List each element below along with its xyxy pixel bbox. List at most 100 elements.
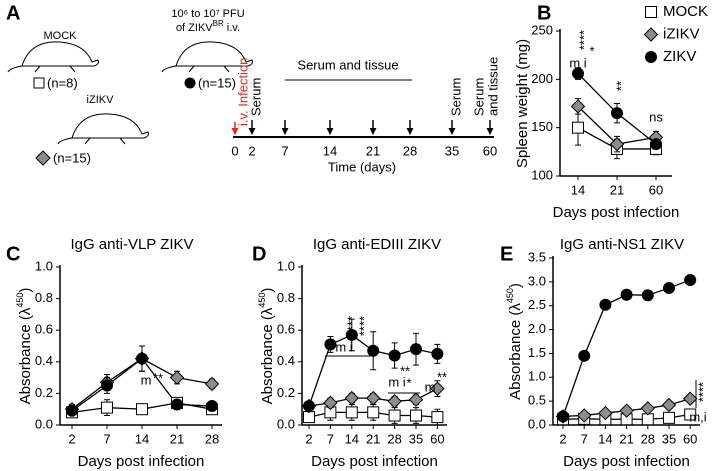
point — [345, 406, 358, 419]
point — [136, 352, 148, 365]
x-tick-label: 28 — [641, 431, 655, 446]
point — [572, 67, 584, 80]
x-axis-label: Days post infection — [553, 204, 680, 221]
arrow-head — [281, 128, 289, 135]
point — [431, 411, 444, 424]
label: i.v. Infection — [235, 58, 250, 126]
y-tick-label: 2.5 — [528, 297, 546, 312]
point — [619, 403, 634, 418]
point — [431, 347, 444, 360]
point — [663, 282, 675, 295]
y-axis-label: Absorbance (λ450) — [505, 283, 524, 400]
x-tick-label: 14 — [598, 431, 612, 446]
annotation: * — [406, 375, 411, 390]
x-tick-label: 35 — [409, 431, 423, 446]
label: of ZIKVBR i.v. — [176, 19, 240, 34]
y-tick-label: 0.8 — [35, 290, 53, 305]
y-axis-label-part: Spleen weight (mg) — [514, 39, 531, 168]
y-tick-label: 250 — [531, 22, 553, 37]
marker-icon — [35, 150, 51, 166]
x-tick-label: 7 — [103, 431, 110, 446]
x-axis-label: Days post infection — [563, 453, 690, 470]
y-tick-label: 0.4 — [277, 353, 295, 368]
y-tick-label: 1.0 — [528, 369, 546, 384]
point — [640, 401, 656, 416]
label: (n=15) — [198, 75, 236, 90]
mouse — [57, 113, 149, 145]
point — [682, 391, 698, 406]
x-tick-label: 21 — [619, 431, 633, 446]
y-tick-label: 2.0 — [528, 321, 546, 336]
panel-letter: E — [500, 243, 513, 265]
arrow-head — [326, 128, 334, 135]
x-tick-label: 28 — [205, 431, 219, 446]
x-tick-label: 2 — [559, 431, 566, 446]
label: Serum — [248, 78, 263, 116]
mouse — [7, 41, 99, 73]
legend-label: MOCK — [663, 3, 708, 20]
y-axis-label: Absorbance (λ450) — [15, 288, 34, 405]
y-tick-label: 0.0 — [35, 416, 53, 431]
marker-icon — [33, 77, 45, 89]
point — [303, 400, 315, 413]
point — [367, 406, 380, 419]
annotation: m i — [388, 374, 405, 389]
annotation: ** — [400, 363, 410, 378]
arrow-head — [231, 128, 239, 135]
marker-icon — [184, 77, 196, 89]
y-tick-label: 200 — [531, 71, 553, 86]
point — [598, 405, 613, 421]
point — [388, 409, 401, 422]
point — [101, 379, 113, 392]
annotation: ns — [649, 109, 663, 124]
point — [641, 289, 654, 302]
x-tick-label: 60 — [683, 431, 697, 446]
point — [171, 398, 183, 411]
point — [136, 403, 148, 416]
y-axis-label-part: Absorbance (λ — [259, 307, 276, 404]
y-tick-label: 1.0 — [277, 258, 295, 273]
mouse — [161, 41, 253, 73]
chart-title: IgG anti-EDIII ZIKV — [313, 236, 441, 253]
point — [367, 344, 380, 357]
point — [576, 408, 592, 423]
point — [684, 273, 697, 286]
point — [684, 408, 697, 421]
y-tick-label: 150 — [531, 119, 553, 134]
legend-label: iZIKV — [663, 25, 700, 42]
y-axis-label-part: ) — [507, 283, 524, 288]
y-axis-label-part: ) — [17, 288, 34, 293]
y-tick-label: 0.0 — [528, 416, 546, 431]
x-tick-label: 60 — [649, 182, 663, 197]
y-tick-label: 1.5 — [528, 345, 546, 360]
x-tick-label: 21 — [170, 431, 184, 446]
chart-title: IgG anti-NS1 ZIKV — [560, 236, 684, 253]
label: Serum — [471, 78, 486, 116]
annotation: m — [141, 372, 152, 387]
arrow-head — [406, 128, 414, 135]
arrow-head — [486, 128, 494, 135]
y-tick-label: 0.6 — [277, 322, 295, 337]
point — [410, 409, 422, 422]
annotation: m i — [569, 55, 586, 70]
timeline-day: 28 — [403, 143, 417, 158]
point — [645, 51, 657, 63]
y-tick-label: 0.0 — [277, 416, 295, 431]
y-tick-label: 3.0 — [528, 273, 546, 288]
x-tick-label: 2 — [305, 431, 312, 446]
annotation: **** — [576, 30, 591, 50]
y-tick-label: 3.5 — [528, 249, 546, 264]
arrow-head — [448, 128, 456, 135]
y-tick-label: 0.8 — [277, 290, 295, 305]
y-tick-label: 0.4 — [35, 353, 53, 368]
label: iZIKV — [87, 94, 115, 106]
annotation: m i — [335, 339, 352, 354]
timeline-days: 0 2 7 14 21 28 35 60 — [231, 120, 497, 158]
x-tick-label: 28 — [387, 431, 401, 446]
point — [204, 376, 220, 392]
y-tick-label: 0.6 — [35, 322, 53, 337]
x-tick-label: 14 — [135, 431, 149, 446]
annotation: m — [425, 379, 436, 394]
chart-title: IgG anti-VLP ZIKV — [70, 236, 193, 253]
